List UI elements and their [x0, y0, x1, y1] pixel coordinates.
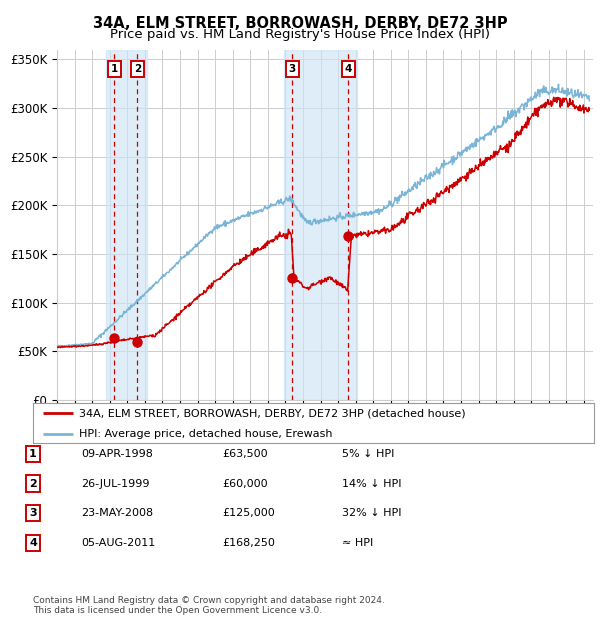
- Text: £168,250: £168,250: [222, 538, 275, 548]
- Text: 32% ↓ HPI: 32% ↓ HPI: [342, 508, 401, 518]
- Text: 3: 3: [29, 508, 37, 518]
- Text: 26-JUL-1999: 26-JUL-1999: [81, 479, 149, 489]
- Text: 14% ↓ HPI: 14% ↓ HPI: [342, 479, 401, 489]
- Text: 09-APR-1998: 09-APR-1998: [81, 449, 153, 459]
- Text: ≈ HPI: ≈ HPI: [342, 538, 373, 548]
- Text: 1: 1: [111, 64, 118, 74]
- Text: 34A, ELM STREET, BORROWASH, DERBY, DE72 3HP (detached house): 34A, ELM STREET, BORROWASH, DERBY, DE72 …: [79, 408, 466, 418]
- Text: 3: 3: [289, 64, 296, 74]
- Text: 23-MAY-2008: 23-MAY-2008: [81, 508, 153, 518]
- Text: 2: 2: [134, 64, 141, 74]
- Text: 34A, ELM STREET, BORROWASH, DERBY, DE72 3HP: 34A, ELM STREET, BORROWASH, DERBY, DE72 …: [92, 16, 508, 31]
- Text: 05-AUG-2011: 05-AUG-2011: [81, 538, 155, 548]
- Text: Contains HM Land Registry data © Crown copyright and database right 2024.
This d: Contains HM Land Registry data © Crown c…: [33, 596, 385, 615]
- Text: 2: 2: [29, 479, 37, 489]
- Text: 5% ↓ HPI: 5% ↓ HPI: [342, 449, 394, 459]
- Text: 4: 4: [29, 538, 37, 548]
- Text: HPI: Average price, detached house, Erewash: HPI: Average price, detached house, Erew…: [79, 430, 332, 440]
- Bar: [284, 50, 358, 400]
- Text: 4: 4: [345, 64, 352, 74]
- Bar: [106, 50, 146, 400]
- Text: £125,000: £125,000: [222, 508, 275, 518]
- Text: £60,000: £60,000: [222, 479, 268, 489]
- Text: £63,500: £63,500: [222, 449, 268, 459]
- Text: 1: 1: [29, 449, 37, 459]
- Text: Price paid vs. HM Land Registry's House Price Index (HPI): Price paid vs. HM Land Registry's House …: [110, 28, 490, 41]
